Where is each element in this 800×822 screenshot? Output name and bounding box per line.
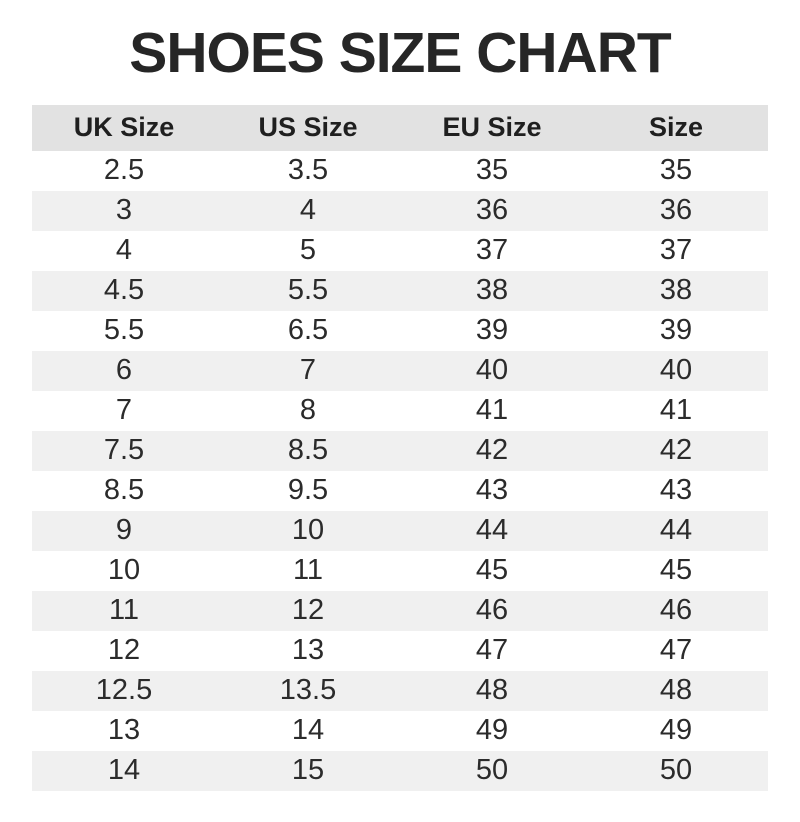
table-cell: 7.5 [32, 430, 216, 471]
table-cell: 14 [216, 710, 400, 751]
table-cell: 11 [216, 550, 400, 591]
column-header: Size [584, 104, 768, 151]
table-cell: 11 [32, 590, 216, 631]
table-cell: 2.5 [32, 150, 216, 191]
table-row: 12 13 47 47 [32, 630, 768, 671]
table-row: 6 7 40 40 [32, 350, 768, 391]
table-cell: 41 [400, 390, 584, 431]
table-cell: 39 [584, 310, 768, 351]
size-chart-page: SHOES SIZE CHART UK Size US Size EU Size Si… [0, 21, 800, 791]
table-cell: 41 [584, 390, 768, 431]
table-cell: 40 [400, 350, 584, 391]
table-cell: 13 [32, 710, 216, 751]
table-cell: 49 [400, 710, 584, 751]
size-chart-table: UK Size US Size EU Size Size 2.5 3.5 35 35 3 4 36… [32, 104, 768, 791]
table-cell: 4 [216, 190, 400, 231]
table-cell: 12 [216, 590, 400, 631]
table-cell: 10 [216, 510, 400, 551]
table-cell: 39 [400, 310, 584, 351]
table-cell: 8.5 [216, 430, 400, 471]
table-cell: 7 [216, 350, 400, 391]
table-cell: 43 [584, 470, 768, 511]
table-cell: 46 [400, 590, 584, 631]
table-cell: 50 [400, 750, 584, 791]
table-cell: 45 [584, 550, 768, 591]
table-row: 12.5 13.5 48 48 [32, 670, 768, 711]
table-cell: 13.5 [216, 670, 400, 711]
column-header: US Size [216, 104, 400, 151]
table-cell: 48 [584, 670, 768, 711]
table-cell: 4 [32, 230, 216, 271]
table-cell: 47 [400, 630, 584, 671]
table-cell: 44 [400, 510, 584, 551]
table-cell: 40 [584, 350, 768, 391]
table-cell: 7 [32, 390, 216, 431]
table-body: 2.5 3.5 35 35 3 4 36 36 4 5 37 37 4.5 5.5 38 38 5.5 6.5 39… [32, 150, 768, 791]
table-cell: 8.5 [32, 470, 216, 511]
table-row: 7.5 8.5 42 42 [32, 430, 768, 471]
table-cell: 5.5 [32, 310, 216, 351]
table-row: 8.5 9.5 43 43 [32, 470, 768, 511]
table-cell: 10 [32, 550, 216, 591]
table-cell: 9 [32, 510, 216, 551]
table-cell: 35 [400, 150, 584, 191]
table-cell: 43 [400, 470, 584, 511]
table-cell: 15 [216, 750, 400, 791]
table-cell: 36 [584, 190, 768, 231]
table-cell: 5.5 [216, 270, 400, 311]
table-cell: 36 [400, 190, 584, 231]
table-cell: 3 [32, 190, 216, 231]
table-cell: 13 [216, 630, 400, 671]
table-cell: 12 [32, 630, 216, 671]
header-row: UK Size US Size EU Size Size [32, 104, 768, 151]
column-header: UK Size [32, 104, 216, 151]
table-row: 2.5 3.5 35 35 [32, 150, 768, 191]
table-row: 11 12 46 46 [32, 590, 768, 631]
table-row: 3 4 36 36 [32, 190, 768, 231]
table-head: UK Size US Size EU Size Size [32, 104, 768, 151]
table-row: 7 8 41 41 [32, 390, 768, 431]
table-cell: 47 [584, 630, 768, 671]
size-chart-table-container: UK Size US Size EU Size Size 2.5 3.5 35 35 3 4 36… [32, 104, 768, 791]
table-cell: 3.5 [216, 150, 400, 191]
table-cell: 8 [216, 390, 400, 431]
table-cell: 45 [400, 550, 584, 591]
table-cell: 42 [584, 430, 768, 471]
table-row: 5.5 6.5 39 39 [32, 310, 768, 351]
table-cell: 5 [216, 230, 400, 271]
table-cell: 37 [584, 230, 768, 271]
table-row: 14 15 50 50 [32, 750, 768, 791]
table-cell: 44 [584, 510, 768, 551]
table-cell: 42 [400, 430, 584, 471]
table-cell: 38 [400, 270, 584, 311]
table-cell: 14 [32, 750, 216, 791]
table-cell: 4.5 [32, 270, 216, 311]
table-cell: 38 [584, 270, 768, 311]
table-cell: 48 [400, 670, 584, 711]
table-row: 13 14 49 49 [32, 710, 768, 751]
column-header: EU Size [400, 104, 584, 151]
table-row: 4.5 5.5 38 38 [32, 270, 768, 311]
table-cell: 6 [32, 350, 216, 391]
table-row: 4 5 37 37 [32, 230, 768, 271]
table-cell: 6.5 [216, 310, 400, 351]
table-cell: 12.5 [32, 670, 216, 711]
table-cell: 46 [584, 590, 768, 631]
table-row: 10 11 45 45 [32, 550, 768, 591]
table-cell: 9.5 [216, 470, 400, 511]
table-cell: 35 [584, 150, 768, 191]
table-cell: 49 [584, 710, 768, 751]
page-title: SHOES SIZE CHART [129, 21, 671, 85]
table-cell: 50 [584, 750, 768, 791]
table-row: 9 10 44 44 [32, 510, 768, 551]
table-cell: 37 [400, 230, 584, 271]
